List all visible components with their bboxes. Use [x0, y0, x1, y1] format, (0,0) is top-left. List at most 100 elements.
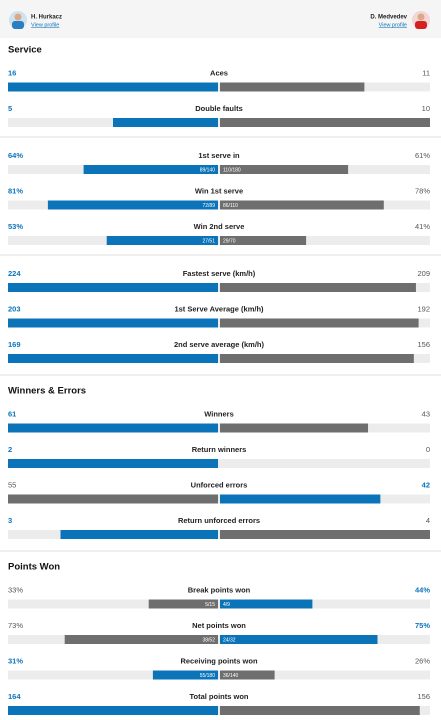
stat-label: Unforced errors	[191, 480, 248, 489]
right-value: 26%	[415, 656, 430, 665]
left-player-name: H. Hurkacz	[31, 15, 62, 21]
stat-label: Break points won	[188, 585, 251, 594]
left-detail: 72/89	[202, 203, 215, 209]
left-value: 73%	[8, 621, 23, 630]
left-bar	[8, 82, 218, 92]
bar-track	[8, 82, 430, 92]
left-profile-link[interactable]: View profile	[31, 22, 59, 28]
left-avatar-body	[12, 21, 24, 29]
stat-label: Double faults	[195, 104, 243, 113]
bar-track	[8, 200, 430, 210]
left-avatar-head	[14, 13, 22, 21]
right-detail: 86/110	[223, 203, 238, 209]
right-value: 10	[422, 104, 430, 113]
left-value: 224	[8, 269, 21, 278]
left-bar	[47, 200, 219, 210]
right-profile-link[interactable]: View profile	[379, 22, 407, 28]
left-value: 64%	[8, 151, 23, 160]
right-value: 4	[426, 516, 430, 525]
bar-track	[8, 670, 430, 680]
right-detail: 4/9	[223, 602, 230, 608]
right-bar	[220, 706, 420, 715]
right-value: 44%	[415, 585, 430, 594]
left-value: 5	[8, 104, 12, 113]
header-bar	[0, 0, 441, 38]
left-bar	[8, 318, 218, 328]
bar-track	[8, 318, 430, 328]
right-bar	[220, 318, 419, 328]
left-bar	[106, 236, 218, 245]
right-bar	[220, 165, 349, 174]
stat-label: Winners	[204, 409, 234, 418]
stat-label: Fastest serve (km/h)	[183, 269, 256, 278]
left-bar	[83, 165, 218, 174]
left-bar	[8, 283, 218, 292]
left-bar	[8, 494, 218, 504]
right-bar	[220, 670, 275, 680]
bar-track	[8, 118, 430, 127]
left-bar	[64, 635, 218, 644]
left-bar	[8, 354, 218, 363]
left-value: 55	[8, 480, 16, 489]
left-detail: 38/52	[202, 637, 215, 643]
bar-track	[8, 423, 430, 433]
right-value: 209	[417, 269, 430, 278]
bar-track	[8, 236, 430, 245]
section-title: Service	[8, 45, 42, 56]
left-value: 2	[8, 445, 12, 454]
bar-track	[8, 494, 430, 504]
left-value: 3	[8, 516, 12, 525]
right-value: 41%	[415, 222, 430, 231]
left-value: 81%	[8, 186, 23, 195]
right-value: 61%	[415, 151, 430, 160]
left-bar	[148, 599, 218, 609]
right-bar	[220, 635, 378, 644]
right-detail: 24/32	[223, 637, 236, 643]
stat-label: Receiving points won	[180, 656, 258, 665]
right-bar	[220, 494, 381, 504]
right-avatar-body	[415, 21, 427, 29]
right-value: 42	[422, 480, 430, 489]
stat-label: Win 2nd serve	[194, 222, 245, 231]
section-title: Points Won	[8, 562, 60, 573]
right-value: 75%	[415, 621, 430, 630]
stat-label: Return winners	[192, 445, 247, 454]
left-value: 164	[8, 692, 21, 701]
bar-track	[8, 459, 430, 468]
bar-track	[8, 530, 430, 539]
right-value: 0	[426, 445, 430, 454]
left-value: 31%	[8, 656, 23, 665]
stat-label: 2nd serve average (km/h)	[174, 340, 265, 349]
right-value: 192	[417, 304, 430, 313]
right-bar	[220, 354, 414, 363]
right-bar	[220, 236, 307, 245]
stat-label: Aces	[210, 68, 228, 77]
right-bar	[220, 118, 430, 127]
left-bar	[8, 706, 218, 715]
right-bar	[220, 82, 365, 92]
stat-label: 1st serve in	[198, 151, 240, 160]
bar-track	[8, 354, 430, 363]
stat-label: Return unforced errors	[178, 516, 260, 525]
bar-track	[8, 599, 430, 609]
right-detail: 36/140	[223, 673, 239, 679]
right-bar	[220, 423, 369, 433]
right-value: 78%	[415, 186, 430, 195]
right-player-name: D. Medvedev	[370, 15, 407, 21]
left-bar	[60, 530, 218, 539]
right-value: 11	[422, 68, 430, 77]
left-bar	[113, 118, 218, 127]
left-detail: 55/180	[200, 673, 216, 679]
right-bar	[220, 283, 416, 292]
left-value: 33%	[8, 585, 23, 594]
left-detail: 5/15	[205, 602, 215, 608]
left-value: 203	[8, 304, 21, 313]
bar-track	[8, 706, 430, 715]
left-detail: 27/51	[202, 238, 215, 244]
bar-track	[8, 283, 430, 292]
stat-label: Total points won	[189, 692, 248, 701]
right-detail: 29/70	[223, 238, 236, 244]
bar-track	[8, 635, 430, 644]
right-value: 156	[417, 692, 430, 701]
